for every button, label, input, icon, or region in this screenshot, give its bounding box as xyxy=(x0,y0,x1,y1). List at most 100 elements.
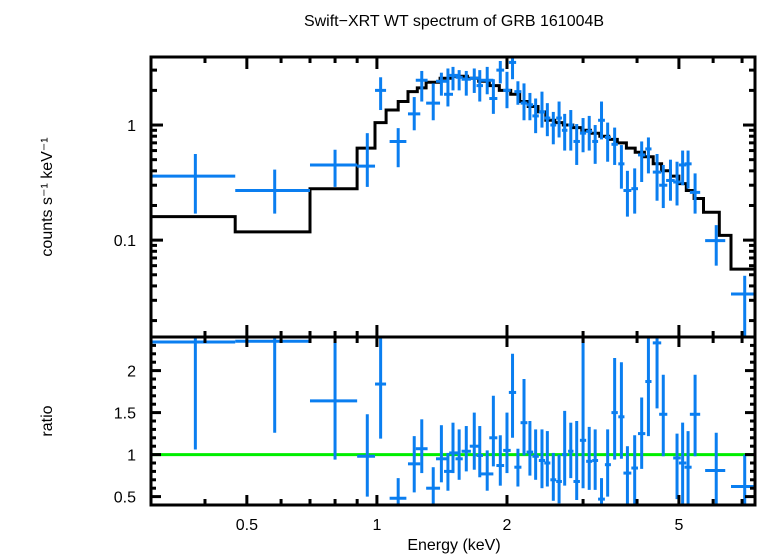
x-tick-label: 0.5 xyxy=(236,517,258,534)
ratio-data-point xyxy=(426,467,441,505)
ratio-data-point xyxy=(526,421,534,476)
spectrum-data-point xyxy=(568,110,574,151)
spectrum-panel: 1 0.1 counts s⁻¹ keV⁻¹ xyxy=(39,55,757,339)
x-tick-label: 1 xyxy=(372,517,381,534)
y-tick-label: 0.1 xyxy=(114,233,136,250)
spectrum-data-point xyxy=(526,92,534,121)
spectrum-data-point xyxy=(586,115,593,151)
ratio-data-point xyxy=(684,431,692,505)
spectrum-data-point xyxy=(508,57,517,80)
spectrum-data-point xyxy=(592,125,599,164)
spectrum-data-point xyxy=(637,141,646,182)
spectrum-data-point xyxy=(631,168,638,214)
ratio-data-points xyxy=(151,337,755,505)
ratio-data-point xyxy=(550,452,557,501)
spectrum-data-point xyxy=(476,70,483,102)
spectrum-data-point xyxy=(235,169,310,214)
ratio-data-point xyxy=(592,429,599,490)
y-tick-label: 1 xyxy=(127,118,136,135)
spectrum-data-point xyxy=(415,70,428,102)
ratio-y-axis-label: ratio xyxy=(39,405,56,436)
ratio-data-point xyxy=(561,410,568,486)
ratio-data-point xyxy=(568,422,574,479)
ratio-data-point xyxy=(623,446,632,505)
ratio-data-point xyxy=(532,429,539,480)
ratio-data-point xyxy=(637,397,646,469)
spectrum-data-point xyxy=(480,66,494,95)
spectrum-data-point xyxy=(444,68,453,107)
spectrum-data-point xyxy=(604,122,611,162)
spectrum-data-point xyxy=(489,79,498,114)
spectrum-data-point xyxy=(514,81,522,105)
spectrum-data-point xyxy=(407,97,421,131)
y-tick-label: 0.5 xyxy=(114,490,136,507)
spectrum-data-point xyxy=(426,83,441,121)
spectrum-data-point xyxy=(731,275,755,337)
ratio-data-point xyxy=(309,342,358,460)
spectrum-data-point xyxy=(684,150,692,189)
spectrum-data-point xyxy=(375,77,387,111)
spectrum-data-point xyxy=(652,154,662,201)
y-tick-label: 1 xyxy=(127,448,136,465)
y-tick-label: 1.5 xyxy=(114,406,136,423)
spectrum-data-point xyxy=(573,124,580,165)
ratio-data-point xyxy=(573,421,580,500)
ratio-data-point xyxy=(544,431,551,487)
spectrum-data-point xyxy=(673,161,681,206)
ratio-data-point xyxy=(611,358,618,460)
spectrum-data-point xyxy=(550,111,557,145)
ratio-data-point xyxy=(598,478,605,505)
ratio-data-point xyxy=(618,362,625,459)
spectrum-data-point xyxy=(151,154,236,214)
ratio-data-point xyxy=(631,435,638,505)
x-tick-label: 2 xyxy=(503,517,512,534)
spectrum-data-point xyxy=(645,137,652,174)
spectrum-data-point xyxy=(623,170,632,217)
ratio-data-point xyxy=(586,426,593,490)
spectrum-data-point xyxy=(357,133,376,187)
ratio-data-point xyxy=(480,450,494,491)
spectrum-data-point xyxy=(469,68,479,93)
ratio-data-point xyxy=(645,337,652,437)
ratio-data-point xyxy=(407,436,421,493)
spectrum-data-point xyxy=(705,225,726,266)
spectrum-y-axis-label: counts s⁻¹ keV⁻¹ xyxy=(39,137,56,256)
spectrum-data-point xyxy=(532,98,539,134)
ratio-data-point xyxy=(604,429,611,497)
spectrum-data-point xyxy=(309,149,358,187)
ratio-data-point xyxy=(435,425,447,483)
spectrum-data-point xyxy=(611,127,618,165)
ratio-data-point xyxy=(705,432,726,505)
ratio-data-point xyxy=(556,454,562,504)
spectrum-data-point xyxy=(455,70,463,91)
ratio-data-point xyxy=(461,426,471,472)
spectrum-data-point xyxy=(449,66,458,91)
ratio-data-point xyxy=(455,429,463,480)
spectrum-data-point xyxy=(496,61,505,84)
ratio-data-point xyxy=(659,374,668,457)
ratio-data-point xyxy=(652,337,662,409)
spectrum-data-point xyxy=(538,91,546,128)
spectrum-data-point xyxy=(435,72,447,96)
spectrum-data-point xyxy=(520,83,528,121)
spectrum-data-point xyxy=(389,128,407,168)
ratio-data-point xyxy=(514,448,522,487)
ratio-data-point xyxy=(496,435,505,486)
ratio-data-point xyxy=(538,429,546,489)
spectrum-data-point xyxy=(561,113,568,151)
ratio-data-point xyxy=(469,412,479,470)
spectrum-data-point xyxy=(598,101,605,140)
x-tick-label: 5 xyxy=(674,517,683,534)
spectrum-data-point xyxy=(618,145,625,189)
y-tick-label: 2 xyxy=(127,364,136,381)
ratio-data-point xyxy=(503,412,511,474)
spectrum-data-point xyxy=(689,173,701,214)
ratio-data-point xyxy=(151,337,236,450)
spectrum-data-point xyxy=(659,164,668,209)
ratio-data-point xyxy=(520,379,528,456)
x-axis-label: Energy (keV) xyxy=(407,537,500,554)
spectrum-data-point xyxy=(503,71,511,109)
ratio-data-point xyxy=(375,337,387,439)
spectrum-data-point xyxy=(579,118,587,153)
